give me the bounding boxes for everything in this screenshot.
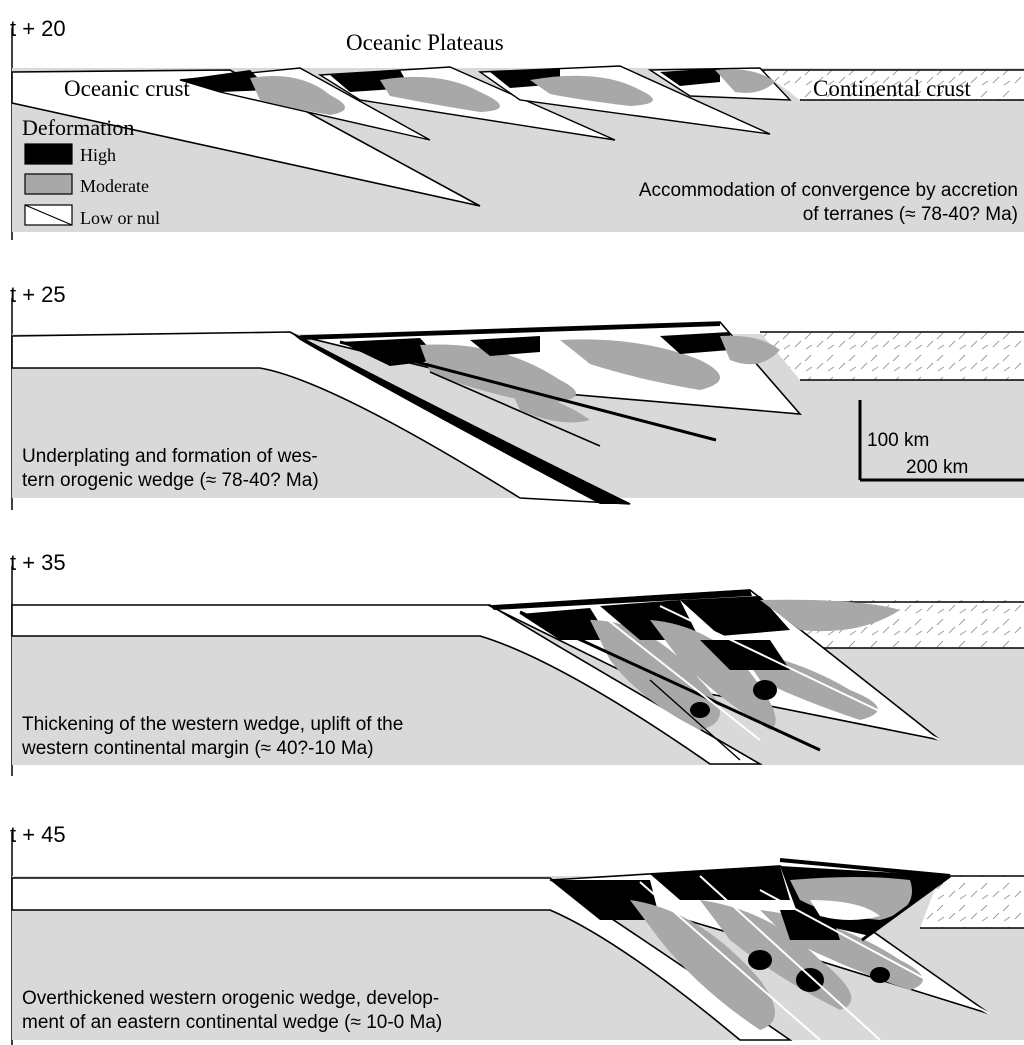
legend: Deformation High Moderate Low or nul bbox=[22, 115, 160, 228]
legend-label-low: Low or nul bbox=[80, 208, 160, 228]
continental-crust bbox=[920, 876, 1024, 928]
legend-swatch-moderate bbox=[24, 173, 73, 195]
oceanic-slab bbox=[11, 604, 763, 765]
time-label: t + 25 bbox=[10, 282, 66, 307]
caption-line: Underplating and formation of wes- bbox=[22, 446, 318, 467]
scale-bar: 100 km 200 km bbox=[858, 400, 1024, 482]
panel-t25: t + 25 Underplating and formation of wes… bbox=[10, 282, 1024, 510]
caption-line: of terranes (≈ 78-40? Ma) bbox=[803, 204, 1018, 225]
scale-bar-vertical-label: 100 km bbox=[867, 430, 929, 451]
caption-line: tern orogenic wedge (≈ 78-40? Ma) bbox=[22, 470, 319, 491]
continental-crust bbox=[760, 70, 1024, 100]
oceanic-plateaus-label: Oceanic Plateaus bbox=[346, 30, 504, 55]
caption-line: Accommodation of convergence by accretio… bbox=[639, 180, 1018, 201]
oceanic-crust-label: Oceanic crust bbox=[64, 76, 190, 101]
continental-crust-label: Continental crust bbox=[813, 76, 971, 101]
legend-swatch-high bbox=[24, 143, 73, 165]
time-label: t + 35 bbox=[10, 550, 66, 575]
caption-line: ment of an eastern continental wedge (≈ … bbox=[22, 1012, 442, 1033]
legend-label-moderate: Moderate bbox=[80, 176, 149, 196]
scale-bar-horizontal-label: 200 km bbox=[906, 457, 968, 478]
oceanic-slab bbox=[11, 69, 481, 207]
caption-line: Thickening of the western wedge, uplift … bbox=[22, 714, 403, 735]
panel-t35: t + 35 Thickening of the western wedge, … bbox=[10, 550, 1024, 776]
panel-t20: t + 20 Oceanic Plateaus Oceanic crust Co… bbox=[10, 16, 1024, 240]
time-label: t + 20 bbox=[10, 16, 66, 41]
continental-crust bbox=[760, 332, 1024, 380]
legend-title: Deformation bbox=[22, 115, 134, 140]
caption-line: western continental margin (≈ 40?-10 Ma) bbox=[21, 738, 374, 759]
panel-t45: t + 45 Overthickened western orogenic we… bbox=[10, 822, 1024, 1045]
legend-label-high: High bbox=[80, 145, 116, 165]
time-label: t + 45 bbox=[10, 822, 66, 847]
caption-line: Overthickened western orogenic wedge, de… bbox=[22, 988, 439, 1009]
